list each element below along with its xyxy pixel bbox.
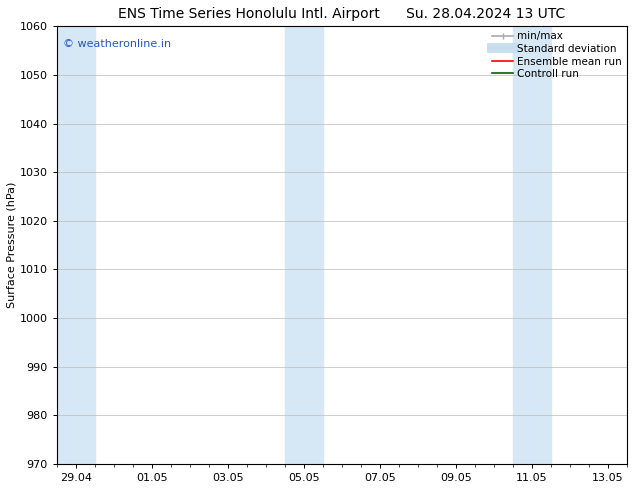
Bar: [513, 26, 551, 464]
Bar: [285, 26, 323, 464]
Title: ENS Time Series Honolulu Intl. Airport      Su. 28.04.2024 13 UTC: ENS Time Series Honolulu Intl. Airport S…: [119, 7, 566, 21]
Y-axis label: Surface Pressure (hPa): Surface Pressure (hPa): [7, 182, 17, 308]
Text: © weatheronline.in: © weatheronline.in: [63, 39, 171, 49]
Legend: min/max, Standard deviation, Ensemble mean run, Controll run: min/max, Standard deviation, Ensemble me…: [489, 28, 625, 82]
Bar: [57, 26, 95, 464]
